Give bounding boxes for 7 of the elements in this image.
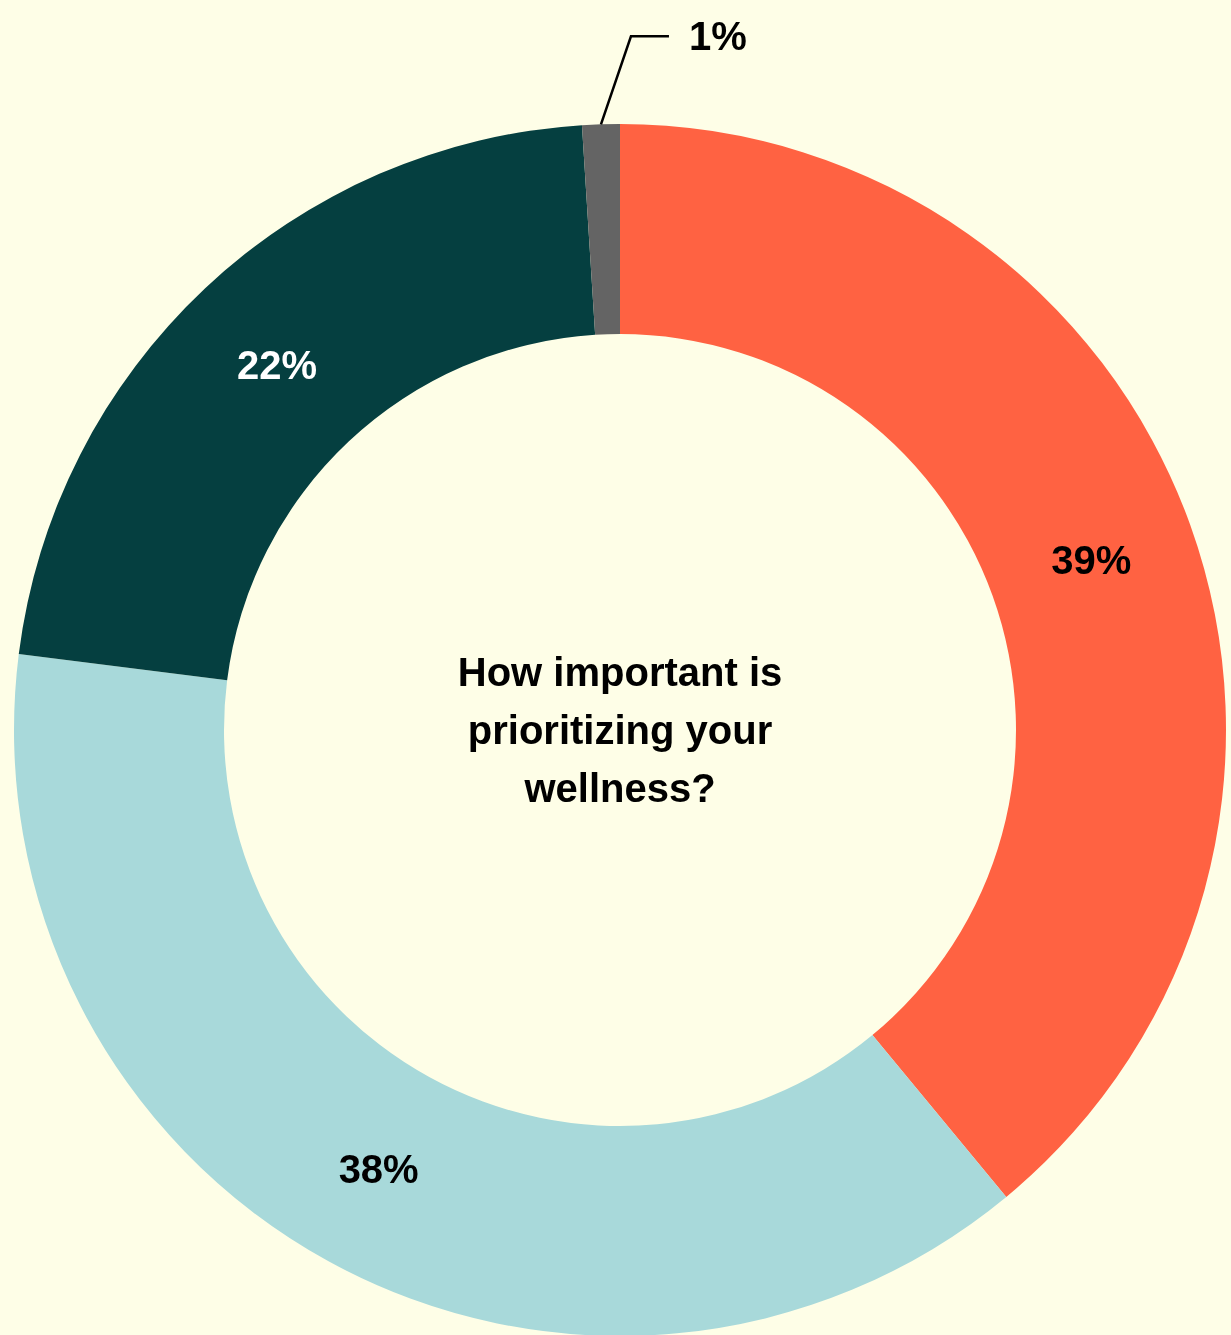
data-label: 1% [688, 14, 747, 59]
donut-slice [14, 654, 1007, 1335]
donut-slice [581, 124, 620, 335]
text: How important is prioritizing your wellness? [457, 650, 783, 810]
data-label: 22% [237, 342, 318, 387]
data-label: 39% [1051, 538, 1132, 583]
data-label: 38% [338, 1147, 419, 1192]
